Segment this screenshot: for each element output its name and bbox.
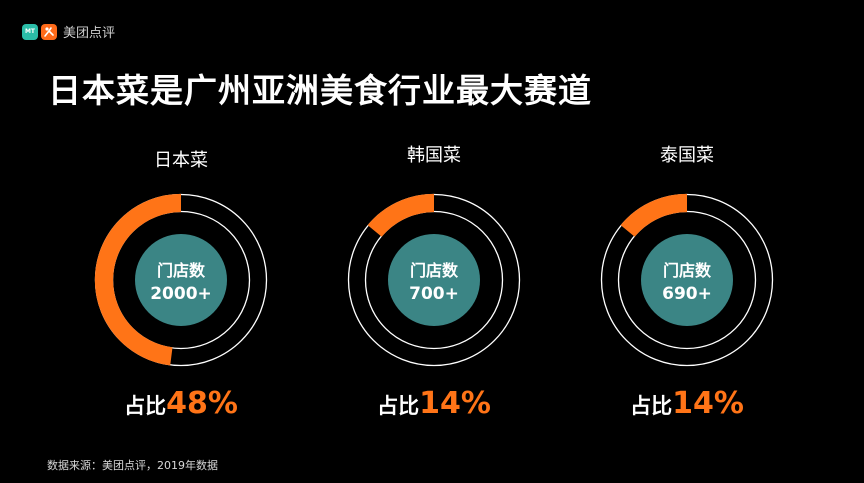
- brand: MT 美团点评: [22, 22, 115, 41]
- dianping-logo-icon: [41, 23, 57, 40]
- category-label: 日本菜: [154, 150, 208, 171]
- center-disc: [388, 234, 480, 326]
- donut-chart: 门店数 700+: [347, 193, 521, 367]
- center-disc: [641, 234, 733, 326]
- data-source-note: 数据来源：美团点评，2019年数据: [47, 459, 218, 472]
- category-label: 韩国菜: [407, 145, 461, 166]
- share-label: 占比 14%: [630, 386, 744, 421]
- center-disc: [135, 234, 227, 326]
- store-count-label: 690+: [662, 284, 712, 304]
- share-value: 48%: [166, 386, 238, 421]
- category-label: 泰国菜: [660, 145, 714, 166]
- share-label: 占比 14%: [377, 386, 491, 421]
- store-count-label: 2000+: [150, 284, 212, 304]
- brand-name: 美团点评: [63, 26, 116, 41]
- center-label: 门店数: [663, 261, 712, 280]
- share-prefix: 占比: [377, 394, 420, 418]
- share-arc: [367, 193, 435, 238]
- share-value: 14%: [672, 386, 744, 421]
- center-label: 门店数: [157, 261, 206, 280]
- store-count-label: 700+: [409, 284, 459, 304]
- share-label: 占比 48%: [124, 386, 238, 421]
- share-value: 14%: [419, 386, 491, 421]
- share-prefix: 占比: [124, 394, 167, 418]
- center-label: 门店数: [410, 261, 459, 280]
- share-prefix: 占比: [630, 394, 673, 418]
- meituan-logo-icon: MT: [22, 23, 38, 40]
- page-title: 日本菜是广州亚洲美食行业最大赛道: [48, 71, 592, 110]
- donut-chart: 门店数 2000+: [94, 193, 268, 367]
- share-arc: [620, 193, 688, 238]
- share-arc: [94, 193, 182, 366]
- donut-chart: 门店数 690+: [600, 193, 774, 367]
